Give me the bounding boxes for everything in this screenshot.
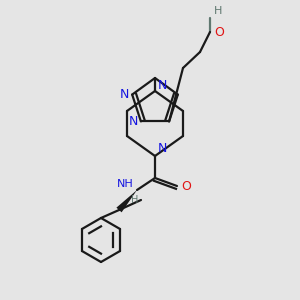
Text: N: N <box>158 79 167 92</box>
Text: NH: NH <box>117 179 134 189</box>
Text: H: H <box>131 195 139 205</box>
Text: N: N <box>158 142 167 155</box>
Text: H: H <box>214 6 222 16</box>
Text: N: N <box>120 88 129 101</box>
Text: O: O <box>214 26 224 38</box>
Polygon shape <box>116 190 137 212</box>
Text: O: O <box>181 179 191 193</box>
Text: N: N <box>128 115 138 128</box>
